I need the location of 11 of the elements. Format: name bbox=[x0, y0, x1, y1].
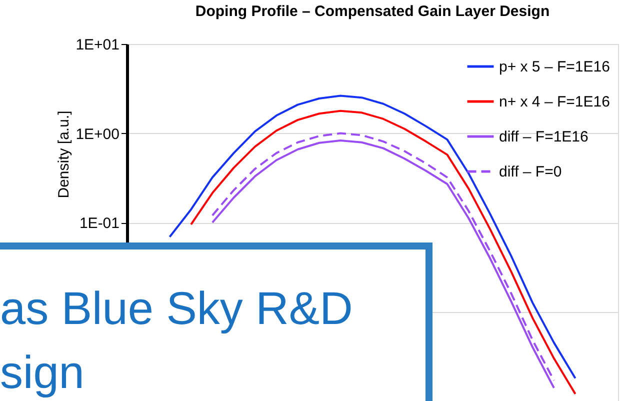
y-tick-label: 1E-01 bbox=[79, 215, 120, 232]
chart-title: Doping Profile – Compensated Gain Layer Design bbox=[195, 3, 550, 20]
text: sign bbox=[0, 346, 84, 398]
y-tick-label: 1E+00 bbox=[76, 126, 120, 143]
y-tick-label: 1E+01 bbox=[76, 36, 120, 54]
annotation: as Blue Sky R&D bbox=[0, 282, 353, 334]
legend-label: n+ x 4 – F=1E16 bbox=[499, 94, 610, 110]
y-axis-title: Density [a.u.] bbox=[56, 110, 73, 198]
legend-label: p+ x 5 – F=1E16 bbox=[499, 58, 610, 76]
legend-label: diff – F=0 bbox=[499, 164, 562, 180]
legend-label: diff – F=1E16 bbox=[499, 128, 588, 146]
